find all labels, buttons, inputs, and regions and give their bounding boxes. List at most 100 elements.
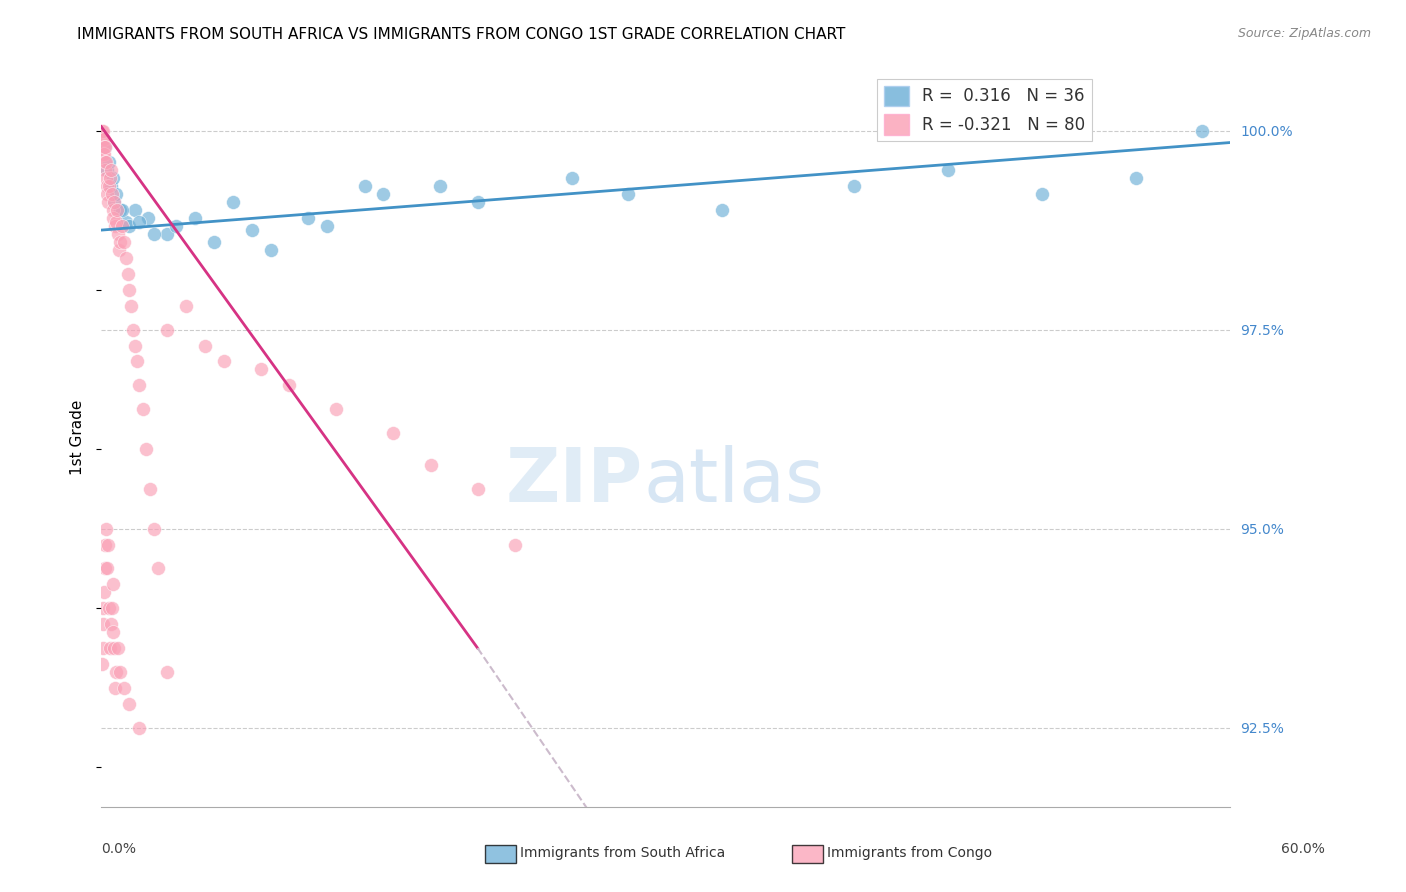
Point xyxy=(381,426,404,441)
Point xyxy=(120,299,142,313)
Point xyxy=(100,187,122,202)
Point xyxy=(91,123,114,137)
Point xyxy=(100,163,122,178)
Point xyxy=(107,641,129,656)
Point xyxy=(97,179,120,194)
Point xyxy=(100,179,122,194)
Point xyxy=(93,147,115,161)
Point xyxy=(104,219,127,233)
Point xyxy=(94,155,117,169)
Point xyxy=(278,378,301,392)
Point xyxy=(166,219,188,233)
Point xyxy=(297,211,319,226)
Point xyxy=(1031,187,1053,202)
Point xyxy=(100,601,122,615)
Point xyxy=(142,522,165,536)
Point xyxy=(105,203,128,218)
Point xyxy=(842,179,865,194)
Point xyxy=(112,681,135,695)
Point xyxy=(936,163,959,178)
Point xyxy=(156,323,179,337)
Point xyxy=(101,171,124,186)
Point xyxy=(105,665,128,679)
Point xyxy=(118,697,141,711)
Point xyxy=(97,195,120,210)
Point xyxy=(128,721,150,735)
Text: IMMIGRANTS FROM SOUTH AFRICA VS IMMIGRANTS FROM CONGO 1ST GRADE CORRELATION CHAR: IMMIGRANTS FROM SOUTH AFRICA VS IMMIGRAN… xyxy=(77,27,845,42)
Point xyxy=(108,235,131,249)
Point xyxy=(212,354,235,368)
Point xyxy=(93,131,115,145)
Point xyxy=(96,179,118,194)
Point xyxy=(156,665,179,679)
Point xyxy=(156,227,179,241)
Point xyxy=(103,195,125,210)
Point xyxy=(503,537,526,551)
Point xyxy=(97,537,120,551)
Point xyxy=(128,378,150,392)
Point xyxy=(105,187,128,202)
Point xyxy=(91,617,114,632)
Text: 60.0%: 60.0% xyxy=(1281,842,1324,856)
Point xyxy=(101,203,124,218)
Legend: R =  0.316   N = 36, R = -0.321   N = 80: R = 0.316 N = 36, R = -0.321 N = 80 xyxy=(877,78,1092,141)
Y-axis label: 1st Grade: 1st Grade xyxy=(70,400,86,475)
Text: ZIP: ZIP xyxy=(506,445,643,518)
Point xyxy=(373,187,395,202)
Point xyxy=(93,147,115,161)
Point xyxy=(122,323,145,337)
Point xyxy=(202,235,225,249)
Point xyxy=(259,243,281,257)
Point xyxy=(91,131,114,145)
Point xyxy=(131,402,153,417)
Text: Source: ZipAtlas.com: Source: ZipAtlas.com xyxy=(1237,27,1371,40)
Point xyxy=(561,171,583,186)
Text: 0.0%: 0.0% xyxy=(101,842,136,856)
Point xyxy=(325,402,347,417)
Point xyxy=(97,155,120,169)
Point xyxy=(125,354,148,368)
Point xyxy=(124,338,146,352)
Text: Immigrants from Congo: Immigrants from Congo xyxy=(827,846,991,860)
Point xyxy=(107,227,129,241)
Point xyxy=(94,522,117,536)
Point xyxy=(240,223,263,237)
Point xyxy=(93,155,115,169)
Point xyxy=(617,187,640,202)
Point xyxy=(91,657,114,671)
Point xyxy=(103,641,125,656)
Point xyxy=(98,641,121,656)
Point xyxy=(93,139,115,153)
Point xyxy=(101,577,124,591)
Point xyxy=(112,235,135,249)
Text: atlas: atlas xyxy=(643,445,824,518)
Point xyxy=(94,163,117,178)
Point xyxy=(118,283,141,297)
Point xyxy=(136,211,159,226)
Point xyxy=(96,187,118,202)
Point xyxy=(467,195,489,210)
Point xyxy=(108,665,131,679)
Point xyxy=(1125,171,1147,186)
Point xyxy=(184,211,207,226)
Point xyxy=(96,163,118,178)
Point xyxy=(111,219,134,233)
Point xyxy=(353,179,375,194)
Point xyxy=(194,338,217,352)
Point xyxy=(146,561,169,575)
Point xyxy=(94,139,117,153)
Point xyxy=(94,139,117,153)
Point xyxy=(91,641,114,656)
Point xyxy=(108,243,131,257)
Point xyxy=(142,227,165,241)
Point xyxy=(128,215,150,229)
Point xyxy=(419,458,441,472)
Point xyxy=(118,219,141,233)
Point xyxy=(93,561,115,575)
Point xyxy=(91,123,114,137)
Point xyxy=(316,219,339,233)
Point xyxy=(103,211,125,226)
Point xyxy=(103,195,125,210)
Point xyxy=(100,617,122,632)
Point xyxy=(1191,123,1213,137)
